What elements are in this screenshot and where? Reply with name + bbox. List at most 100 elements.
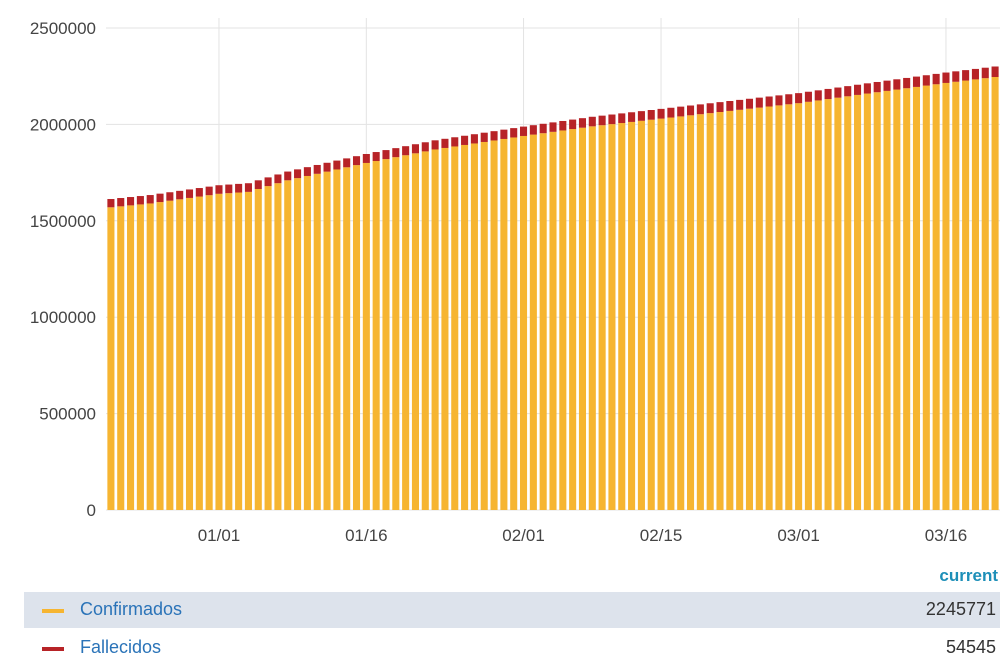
- bar-confirmados: [726, 110, 734, 511]
- bar-fallecidos: [382, 150, 390, 160]
- bar-fallecidos: [991, 66, 999, 78]
- bar-confirmados: [962, 80, 970, 510]
- bar-fallecidos: [274, 174, 282, 184]
- bar-fallecidos: [922, 75, 930, 86]
- bar-confirmados: [510, 137, 518, 510]
- bar-confirmados: [893, 89, 901, 510]
- bar-fallecidos: [372, 152, 380, 162]
- bar-fallecidos: [539, 123, 547, 134]
- bar-fallecidos: [421, 142, 429, 152]
- y-axis: 0 500000 1000000 1500000 2000000 2500000: [30, 19, 96, 520]
- bar-fallecidos: [500, 129, 508, 139]
- bar-fallecidos: [942, 72, 950, 83]
- bar-fallecidos: [559, 120, 567, 131]
- bar-fallecidos: [863, 83, 871, 94]
- bar-fallecidos: [264, 177, 272, 187]
- bar-fallecidos: [971, 68, 979, 80]
- bar-fallecidos: [284, 171, 292, 181]
- bar-fallecidos: [146, 195, 154, 204]
- bar-fallecidos: [569, 119, 577, 130]
- bar-confirmados: [352, 165, 361, 510]
- bar-fallecidos: [873, 81, 881, 93]
- bar-fallecidos: [205, 186, 213, 196]
- legend-item-name: Confirmados: [80, 599, 183, 619]
- bar-fallecidos: [795, 93, 803, 104]
- bar-confirmados: [156, 202, 164, 510]
- legend-item-fallecidos[interactable]: Fallecidos 54545: [24, 630, 1000, 666]
- bar-fallecidos: [185, 189, 194, 198]
- bar-confirmados: [176, 199, 184, 510]
- bar-fallecidos: [657, 108, 665, 119]
- bar-fallecidos: [549, 122, 557, 132]
- bar-confirmados: [804, 101, 812, 511]
- bar-confirmados: [814, 100, 822, 510]
- bar-fallecidos: [313, 164, 321, 174]
- bar-fallecidos: [608, 114, 616, 125]
- bar-confirmados: [195, 196, 203, 510]
- bar-confirmados: [244, 191, 252, 510]
- bar-fallecidos: [461, 135, 469, 145]
- bar-fallecidos: [775, 95, 783, 106]
- bar-confirmados: [991, 77, 999, 510]
- bars: [107, 66, 999, 511]
- bar-fallecidos: [844, 86, 852, 97]
- bar-fallecidos: [618, 113, 626, 124]
- bar-confirmados: [343, 167, 351, 510]
- bar-confirmados: [254, 188, 262, 510]
- bar-confirmados: [166, 200, 174, 510]
- bar-confirmados: [402, 155, 410, 511]
- legend-item-confirmados[interactable]: Confirmados 2245771: [24, 592, 1000, 628]
- x-tick-label: 01/16: [345, 526, 388, 545]
- bar-confirmados: [608, 124, 616, 510]
- bar-confirmados: [706, 113, 714, 511]
- bar-fallecidos: [117, 198, 125, 207]
- x-tick-label: 03/16: [925, 526, 968, 545]
- bar-fallecidos: [431, 140, 439, 150]
- bar-fallecidos: [333, 160, 341, 170]
- bar-fallecidos: [854, 84, 862, 95]
- bar-fallecidos: [510, 128, 518, 138]
- bar-confirmados: [284, 180, 292, 510]
- bar-confirmados: [795, 103, 803, 510]
- y-tick-label: 2500000: [30, 19, 96, 38]
- bar-fallecidos: [687, 105, 695, 116]
- bar-confirmados: [932, 84, 940, 510]
- bar-fallecidos: [785, 94, 793, 105]
- bar-confirmados: [372, 161, 380, 511]
- bar-fallecidos: [637, 111, 645, 121]
- bar-confirmados: [441, 147, 449, 510]
- bar-confirmados: [687, 115, 695, 511]
- legend-header-label: current: [939, 566, 998, 585]
- bar-confirmados: [500, 138, 508, 511]
- bar-fallecidos: [912, 76, 921, 87]
- y-tick-label: 2000000: [30, 115, 96, 134]
- y-tick-label: 500000: [39, 405, 96, 424]
- bar-confirmados: [235, 192, 243, 511]
- x-axis: 01/01 01/16 02/01 02/15 03/01 03/16: [198, 526, 968, 545]
- bar-fallecidos: [392, 148, 400, 158]
- bar-fallecidos: [529, 125, 537, 135]
- bar-fallecidos: [490, 131, 498, 141]
- bar-confirmados: [569, 129, 577, 511]
- bar-fallecidos: [294, 169, 302, 179]
- bar-confirmados: [549, 131, 557, 510]
- bar-fallecidos: [195, 188, 203, 197]
- bar-fallecidos: [628, 112, 636, 122]
- bar-fallecidos: [411, 144, 419, 154]
- bar-confirmados: [785, 104, 793, 511]
- bar-confirmados: [294, 178, 302, 510]
- bar-confirmados: [127, 205, 135, 510]
- bar-confirmados: [588, 126, 596, 510]
- x-tick-label: 02/15: [640, 526, 683, 545]
- bar-confirmados: [971, 79, 979, 510]
- bar-fallecidos: [677, 106, 685, 117]
- bar-confirmados: [559, 130, 567, 511]
- y-tick-label: 1500000: [30, 212, 96, 231]
- bar-confirmados: [470, 143, 478, 511]
- bar-confirmados: [765, 106, 773, 511]
- bar-confirmados: [981, 78, 989, 511]
- bar-fallecidos: [470, 134, 478, 144]
- bar-confirmados: [745, 108, 754, 511]
- bar-confirmados: [716, 112, 724, 511]
- bar-confirmados: [362, 162, 370, 510]
